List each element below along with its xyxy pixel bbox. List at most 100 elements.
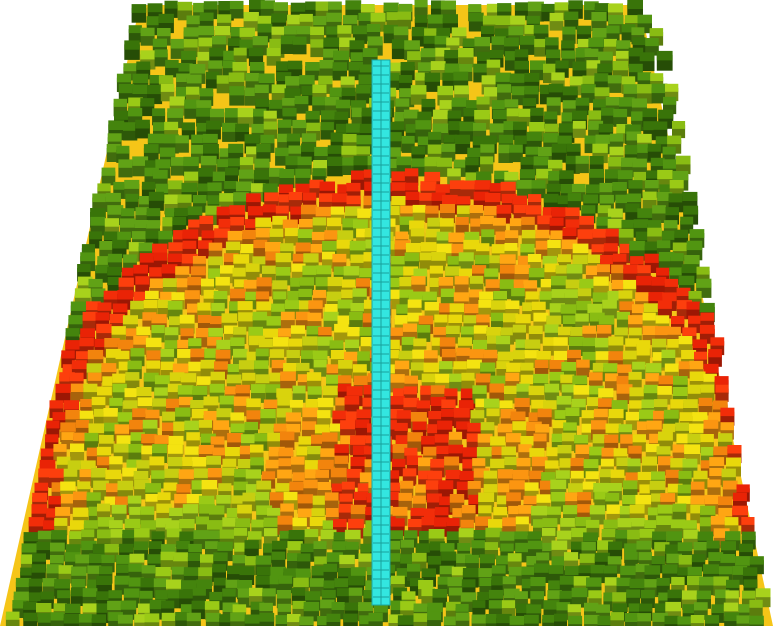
cube-top (485, 193, 501, 202)
cube-top (422, 292, 437, 301)
cube-top (272, 541, 287, 550)
cube-top (155, 375, 170, 384)
cube-top (652, 532, 666, 540)
cube-top (596, 135, 612, 144)
cube-top (54, 579, 70, 588)
cube-top (637, 265, 651, 273)
cube-top (688, 434, 703, 443)
cube-top (551, 207, 567, 217)
cube-top (601, 459, 614, 467)
cube-top (671, 316, 684, 324)
cube-top (543, 133, 559, 143)
cube-top (192, 457, 208, 467)
cube-top (320, 122, 334, 130)
cube-top (715, 376, 729, 384)
cube-top (503, 576, 516, 584)
cube-top (201, 156, 217, 166)
cube-top (169, 436, 184, 445)
cube-top (245, 73, 259, 81)
cube-top (182, 122, 195, 130)
cube-top (670, 180, 684, 188)
cube-top (340, 420, 355, 429)
cube-top (335, 456, 349, 464)
cube-top (40, 460, 56, 469)
cube-top (428, 556, 443, 565)
cube-top (400, 481, 413, 489)
cube-top (520, 244, 534, 253)
cube-top (604, 243, 618, 251)
cube-top (713, 446, 727, 455)
cube-top (118, 340, 134, 350)
cube-top (162, 613, 176, 621)
cube-top (666, 531, 682, 541)
cube-top (643, 313, 656, 321)
cube-top (418, 62, 433, 71)
cube-top (669, 193, 684, 202)
cube-top (551, 492, 567, 502)
cube-top (290, 400, 303, 408)
cube-top (208, 468, 224, 477)
cube-top (417, 112, 431, 121)
cube-top (125, 194, 138, 202)
cube-top (209, 592, 223, 601)
cube-top (492, 36, 506, 45)
cube-top (244, 12, 259, 21)
cube-top (534, 434, 547, 442)
cube-top (637, 541, 652, 550)
cube-top (677, 616, 691, 624)
cube-top (353, 288, 367, 297)
cube-top (628, 315, 643, 324)
cube-top (109, 520, 123, 528)
cube-top (500, 265, 515, 274)
cube-top (185, 446, 199, 454)
cube-top (735, 556, 751, 566)
cube-top (526, 604, 541, 613)
cube-top (493, 507, 507, 515)
cube-top (291, 3, 306, 12)
cube-top (116, 351, 130, 359)
cube-top (479, 578, 493, 586)
cube-top (233, 555, 247, 563)
cube-top (602, 300, 617, 309)
cube-top (433, 327, 446, 335)
cube-top (568, 0, 583, 9)
cube-top (705, 615, 719, 624)
cube-top (679, 336, 693, 344)
cube-top (593, 229, 608, 238)
cube-top (297, 26, 311, 34)
cube-top (337, 240, 352, 249)
cube-top (227, 433, 243, 442)
cube-top (411, 228, 425, 236)
cube-top (608, 556, 622, 564)
cube-top (237, 580, 252, 589)
cube-top (165, 60, 179, 68)
cube-top (159, 75, 173, 84)
cube-top (71, 384, 85, 392)
cube-top (280, 432, 294, 441)
cube-top (673, 243, 687, 252)
cube-top (557, 531, 572, 540)
cube-top (129, 444, 143, 453)
cube-top (176, 135, 189, 143)
cube-top (658, 301, 672, 309)
cube-top (210, 384, 225, 393)
cube-top (484, 471, 497, 479)
cube-top (199, 445, 214, 454)
cube-top (68, 315, 83, 324)
cube-top (554, 351, 569, 360)
cube-top (141, 520, 157, 529)
cube-top (486, 327, 501, 336)
cube-top (29, 579, 42, 587)
cube-top (193, 588, 206, 596)
cube-top (149, 541, 162, 549)
cube-top (146, 338, 162, 347)
cube-top (629, 64, 643, 72)
cube-top (391, 576, 405, 584)
cube-top (273, 291, 286, 299)
cube-top (256, 228, 272, 237)
cube-top (723, 481, 738, 490)
cube-top (586, 184, 601, 193)
cube-top (430, 266, 443, 274)
cube-top (428, 15, 443, 24)
cube-top (188, 544, 202, 552)
